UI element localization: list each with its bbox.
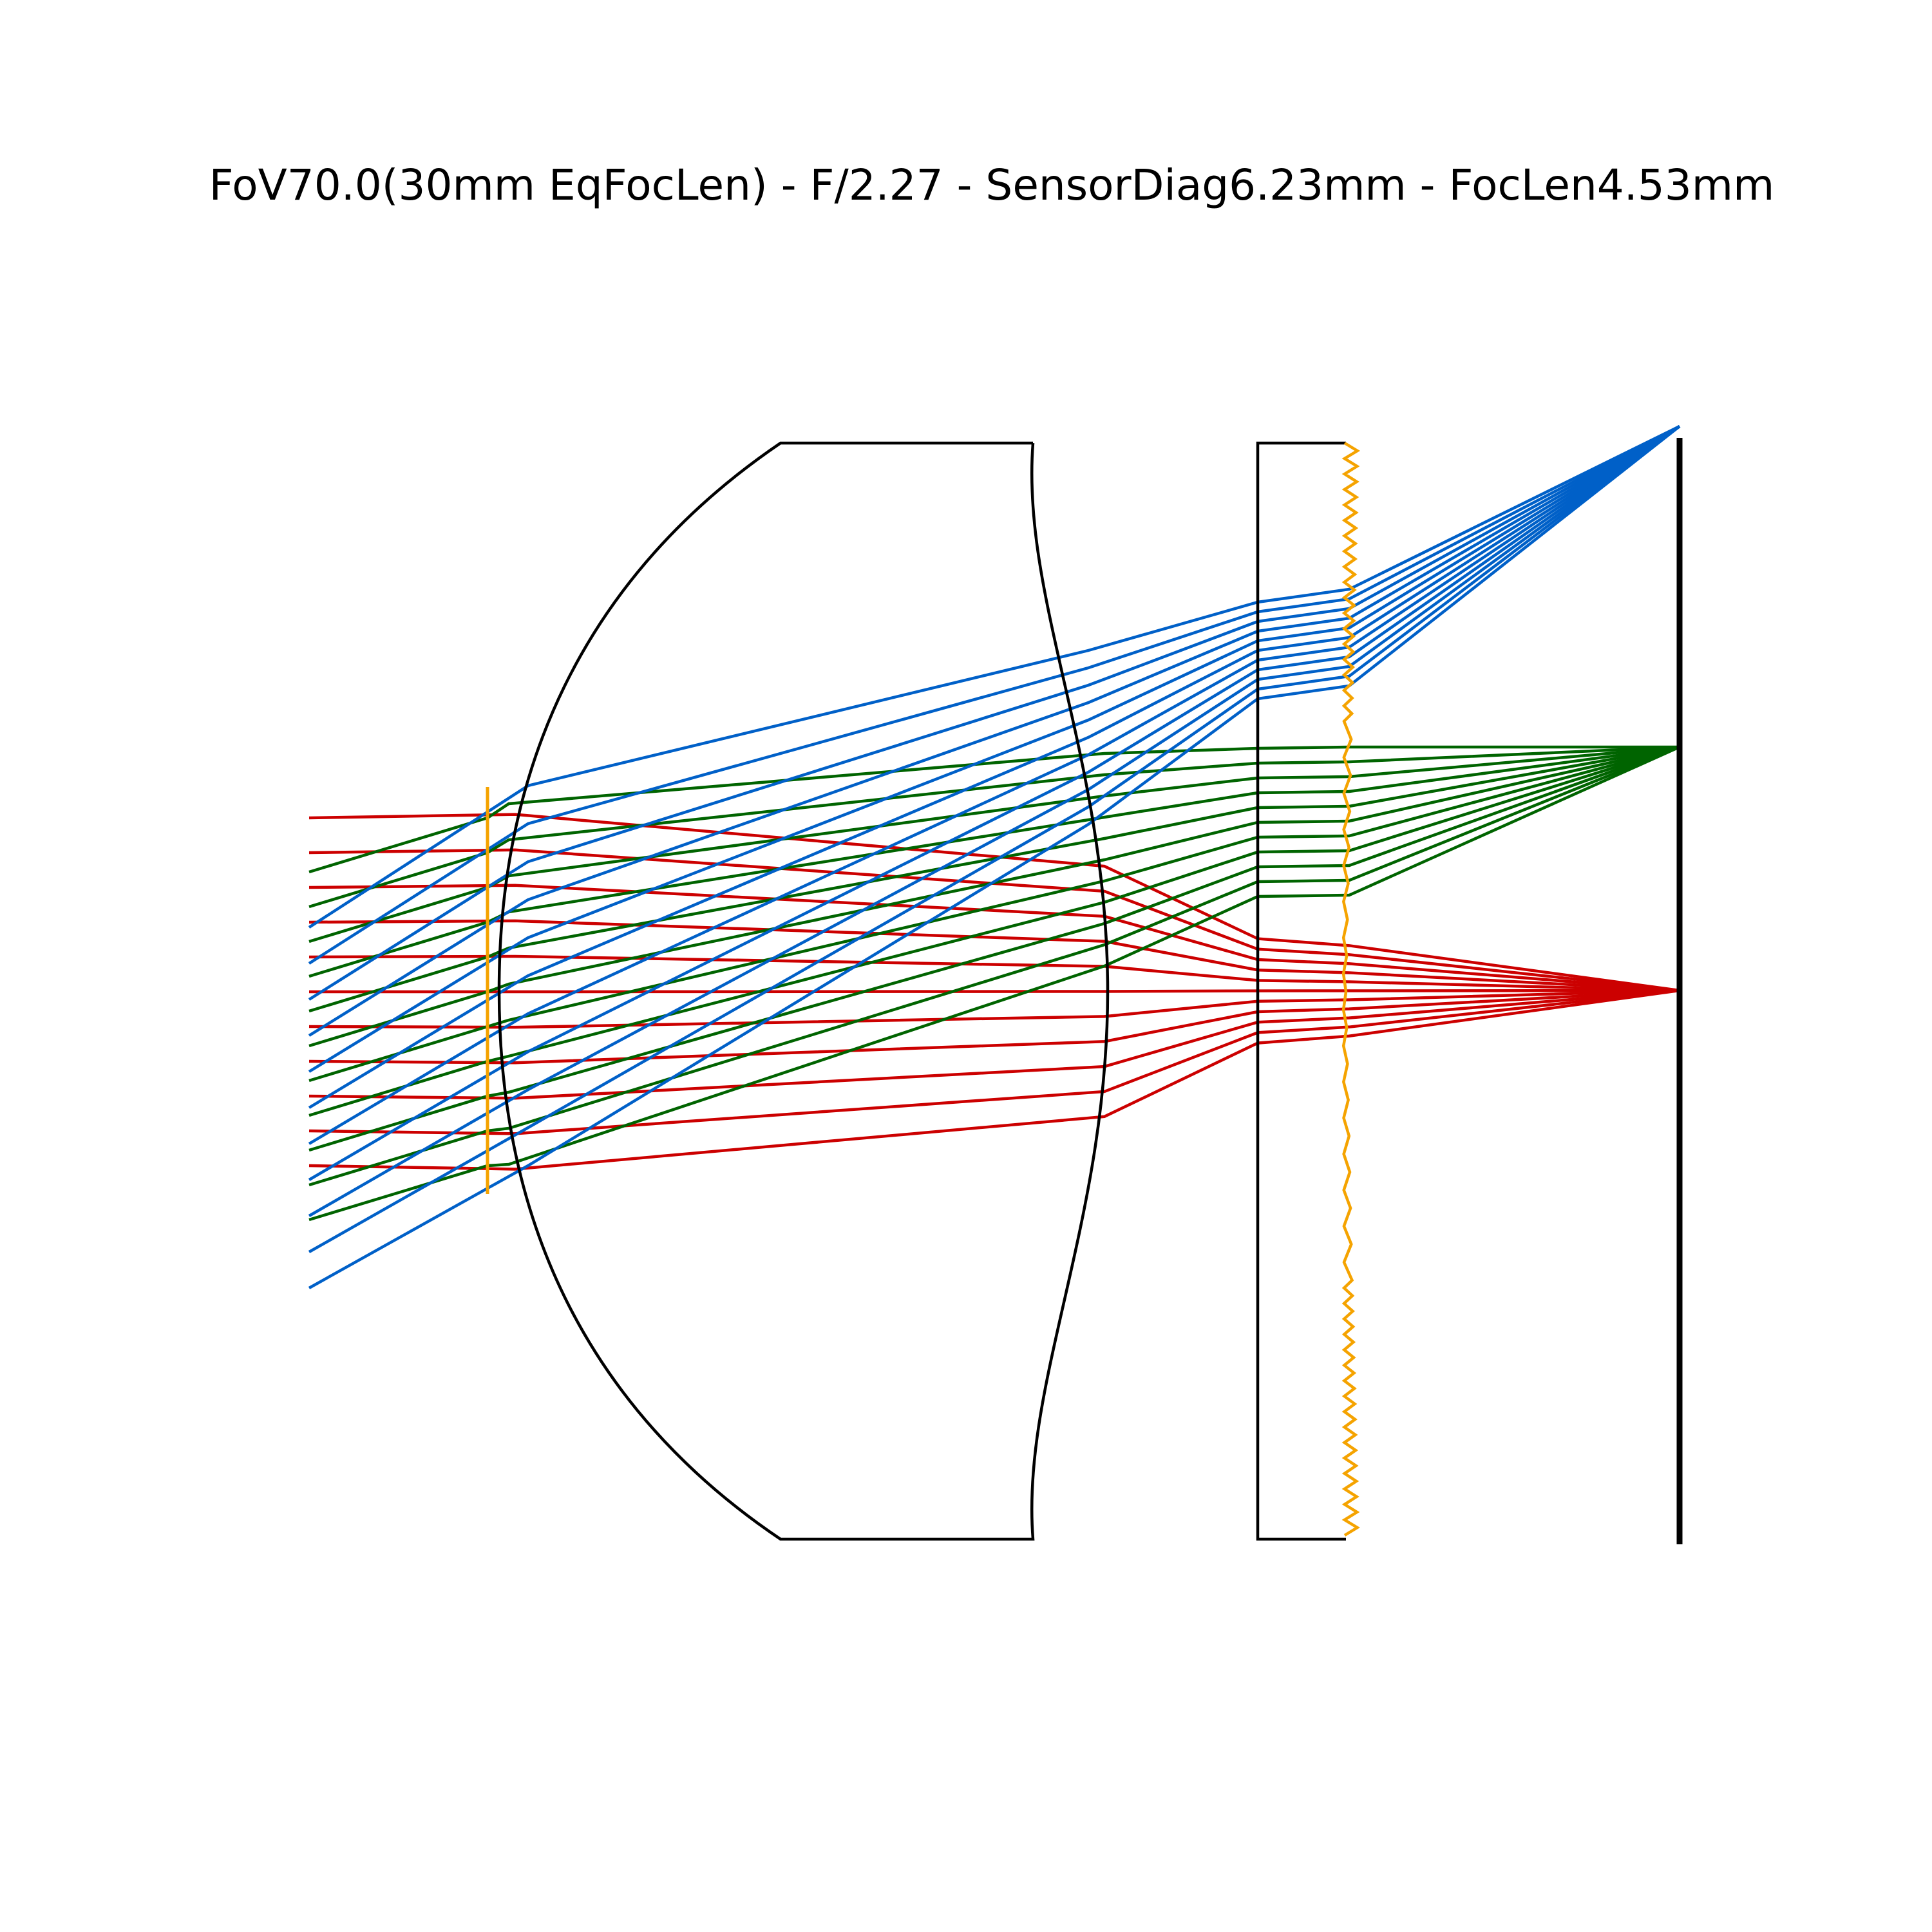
ray-edge-field [308, 424, 1680, 929]
diagram-title: FoV70.0(30mm EqFocLen) - F/2.27 - Sensor… [209, 160, 1775, 210]
ray-on-axis [308, 954, 1680, 992]
ray-edge-field [308, 425, 1681, 1073]
ray-edge-field [308, 425, 1681, 1181]
ray-edge-field [308, 425, 1681, 1145]
ray-on-axis [308, 989, 1680, 994]
ray-edge-field [308, 425, 1681, 1001]
ray-bundle-on-axis [308, 813, 1680, 1171]
ray-on-axis [308, 884, 1680, 992]
lens-element [497, 441, 1110, 1541]
ray-edge-field [308, 425, 1681, 1289]
cover-glass-element [1256, 441, 1346, 1541]
ray-bundle-edge-field [308, 424, 1681, 1289]
ray-on-axis [308, 848, 1680, 992]
ray-on-axis [308, 919, 1680, 992]
ray-edge-field [308, 425, 1681, 1037]
ray-edge-field [308, 425, 1681, 1109]
focus-surface-trace [1341, 442, 1361, 1537]
optical-elements [486, 438, 1683, 1544]
ray-edge-field [308, 425, 1681, 965]
ray-edge-field [308, 425, 1681, 1253]
ray-bundles [308, 424, 1681, 1289]
ray-mid-field [308, 745, 1680, 1152]
ray-edge-field [308, 425, 1681, 1217]
